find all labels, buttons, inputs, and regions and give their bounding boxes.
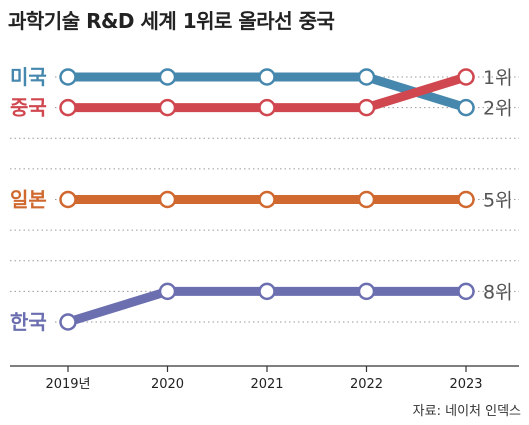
data-point (357, 190, 376, 209)
x-tick-label: 2023 (449, 377, 482, 392)
data-point (59, 190, 77, 209)
x-tick-label: 2022 (350, 377, 383, 392)
data-point (258, 282, 276, 301)
x-tick-label: 2020 (151, 377, 184, 392)
series-name-label: 중국 (10, 96, 47, 120)
series-name-label: 미국 (10, 65, 47, 89)
chart-source: 자료: 네이처 인덱스 (412, 404, 521, 419)
data-point (258, 98, 276, 117)
data-point (357, 98, 376, 117)
data-point (59, 313, 77, 331)
data-point (457, 282, 475, 301)
data-point (59, 68, 77, 86)
chart-title: 과학기술 R&D 세계 1위로 올라선 중국 (8, 9, 335, 33)
series-rank-label: 2위 (483, 98, 513, 120)
series-rank-label: 8위 (483, 281, 513, 303)
x-axis: 2019년 2020 2021 2022 2023 (10, 365, 519, 392)
data-point (158, 68, 177, 86)
data-point (158, 98, 177, 117)
data-point (258, 190, 276, 209)
data-point (158, 190, 177, 209)
series-label-bg (6, 185, 52, 214)
series-label-bg (6, 63, 52, 91)
x-tick-label: 2021 (250, 377, 283, 392)
series-name-label: 일본 (10, 188, 47, 212)
data-point (357, 282, 376, 301)
series-label-bg (6, 93, 52, 122)
data-point (357, 68, 376, 86)
series-name-label: 한국 (10, 310, 47, 334)
series-label-bg (6, 308, 52, 336)
data-point (59, 98, 77, 117)
data-point (258, 68, 276, 86)
data-point (457, 98, 475, 117)
data-point (457, 190, 475, 209)
data-point (457, 68, 475, 86)
series-layer (59, 68, 475, 331)
series-rank-label: 1위 (483, 67, 513, 89)
data-point (158, 282, 177, 301)
series-rank-label: 5위 (483, 190, 513, 212)
x-tick-label: 2019년 (45, 377, 90, 392)
